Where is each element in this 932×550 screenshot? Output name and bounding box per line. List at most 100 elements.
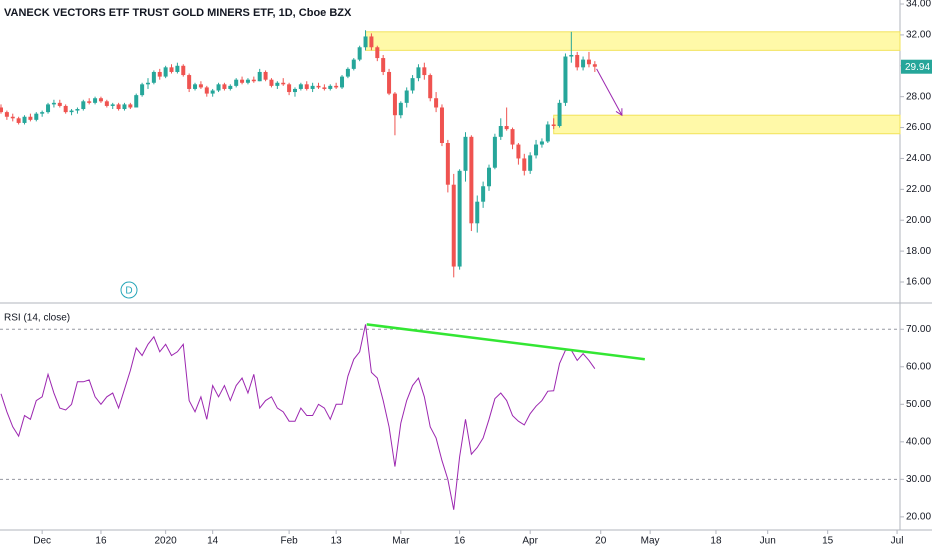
x-tick-label: 18 <box>710 536 722 547</box>
candle-body <box>0 107 3 113</box>
candle-body <box>422 67 427 76</box>
candle-body <box>410 78 415 91</box>
x-tick-label: 13 <box>331 536 343 547</box>
candle-body <box>569 54 574 57</box>
candle-body <box>193 84 198 89</box>
candle-body <box>563 56 568 103</box>
candle-body <box>281 82 286 85</box>
candle-body <box>404 90 409 103</box>
candle-body <box>316 85 321 88</box>
chart-title: VANECK VECTORS ETF TRUST GOLD MINERS ETF… <box>4 7 352 19</box>
y-tick-label: 22.00 <box>906 184 931 195</box>
candle-body <box>116 104 121 110</box>
candle-body <box>251 79 256 82</box>
candle-body <box>187 75 192 89</box>
x-tick-label: Dec <box>33 536 51 547</box>
candle-body <box>228 85 233 89</box>
candle-body <box>363 36 368 48</box>
candle-body <box>310 85 315 89</box>
y-tick-label: 16.00 <box>906 277 931 288</box>
candle-body <box>492 136 497 168</box>
candle-body <box>381 58 386 72</box>
candle-body <box>122 104 127 110</box>
candle-body <box>93 98 98 103</box>
candle-body <box>539 141 544 145</box>
last-price-label: 29.94 <box>905 62 930 73</box>
x-tick-label: 15 <box>822 536 834 547</box>
candle-body <box>110 104 115 106</box>
candle-body <box>451 184 456 267</box>
y-tick-label: 34.00 <box>906 0 931 10</box>
candle-body <box>375 47 380 59</box>
candle-body <box>469 136 474 224</box>
candle-body <box>210 90 215 94</box>
candle-body <box>398 102 403 116</box>
candle-body <box>581 59 586 68</box>
candle-body <box>75 109 80 111</box>
candle-body <box>69 110 74 113</box>
y-tick-label: 60.00 <box>906 361 931 372</box>
candle-body <box>592 64 597 67</box>
candle-body <box>575 54 580 68</box>
candle-body <box>357 47 362 60</box>
candle-body <box>457 170 462 267</box>
candle-body <box>245 79 250 83</box>
candle-body <box>387 71 392 94</box>
rsi-title: RSI (14, close) <box>4 313 70 324</box>
candle-body <box>57 102 62 106</box>
y-tick-label: 40.00 <box>906 436 931 447</box>
y-tick-label: 20.00 <box>906 215 931 226</box>
candle-body <box>4 112 9 117</box>
candle-body <box>487 167 492 187</box>
candle-body <box>98 98 103 102</box>
candle-body <box>551 124 556 127</box>
candle-body <box>175 65 180 72</box>
candle-body <box>28 116 33 120</box>
candle-body <box>198 84 203 88</box>
x-tick-label: 2020 <box>155 536 178 547</box>
candle-body <box>428 75 433 99</box>
y-tick-label: 32.00 <box>906 30 931 41</box>
candle-body <box>545 124 550 142</box>
y-tick-label: 30.00 <box>906 474 931 485</box>
event-marker[interactable] <box>120 281 138 299</box>
x-tick-label: Jun <box>760 536 776 547</box>
price-zone <box>365 31 901 51</box>
candle-body <box>87 101 92 103</box>
candle-body <box>275 82 280 86</box>
candle-body <box>163 67 168 77</box>
arrow-head <box>615 108 623 117</box>
y-tick-label: 28.00 <box>906 91 931 102</box>
x-tick-label: Apr <box>522 536 538 547</box>
candle-body <box>345 68 350 77</box>
candle-body <box>351 59 356 69</box>
candle-body <box>269 79 274 86</box>
candle-body <box>104 101 109 106</box>
candle-body <box>392 93 397 116</box>
x-tick-label: Mar <box>392 536 410 547</box>
candle-body <box>439 107 444 144</box>
candle-body <box>481 186 486 202</box>
candle-body <box>522 158 527 171</box>
candle-body <box>134 95 139 108</box>
y-tick-label: 26.00 <box>906 122 931 133</box>
candle-body <box>504 126 509 130</box>
y-tick-label: 50.00 <box>906 399 931 410</box>
candle-body <box>34 113 39 120</box>
candle-body <box>434 98 439 108</box>
candle-body <box>151 71 156 83</box>
candle-body <box>328 85 333 89</box>
candle-body <box>263 71 268 80</box>
x-tick-label: Feb <box>280 536 298 547</box>
candle-body <box>128 104 133 108</box>
event-marker-label[interactable]: D <box>125 286 132 297</box>
candle-body <box>22 116 27 123</box>
candle-body <box>222 84 227 89</box>
trend-line <box>366 323 645 361</box>
x-tick-label: 16 <box>95 536 107 547</box>
candle-body <box>204 87 209 94</box>
candle-body <box>10 116 15 119</box>
candle-body <box>557 102 562 127</box>
candle-body <box>516 144 521 159</box>
